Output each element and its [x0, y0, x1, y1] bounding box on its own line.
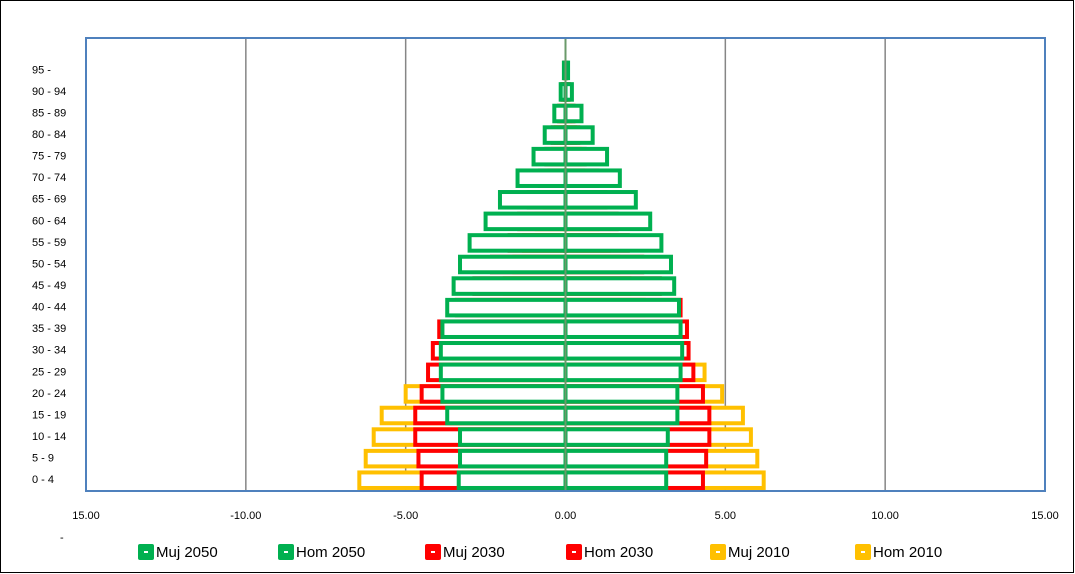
bar — [483, 211, 568, 232]
legend-swatch-mark — [572, 551, 576, 553]
bar — [563, 190, 638, 210]
bar — [563, 103, 584, 124]
y-tick-label: 30 - 34 — [32, 345, 66, 357]
x-tick-label: 15.00 — [72, 510, 100, 522]
x-tick-label: -5.00 — [393, 510, 418, 522]
legend-swatch-mark — [284, 551, 288, 553]
x-tick-label: -10.00 — [230, 510, 261, 522]
legend-label: Muj 2050 — [156, 544, 218, 561]
y-tick-label: 90 - 94 — [32, 86, 66, 98]
y-tick-label: 55 - 59 — [32, 237, 66, 249]
legend-swatch-mark — [144, 551, 148, 553]
legend-swatch-mark — [716, 551, 720, 553]
bar — [438, 362, 568, 383]
bar — [563, 254, 673, 275]
bar — [451, 276, 568, 296]
legend-label: Hom 2030 — [584, 544, 653, 561]
plot-border — [85, 37, 1046, 492]
legend-swatch-mark — [861, 551, 865, 553]
bar — [563, 405, 680, 426]
y-tick-label: 65 - 69 — [32, 194, 66, 206]
bar — [497, 190, 568, 210]
y-tick-label: 10 - 14 — [32, 431, 66, 443]
y-tick-label: 50 - 54 — [32, 258, 66, 270]
bar — [563, 211, 653, 232]
x-tick-label: 10.00 — [871, 510, 899, 522]
bar — [445, 297, 568, 318]
y-tick-label: 20 - 24 — [32, 388, 66, 400]
y-tick-label: 45 - 49 — [32, 280, 66, 292]
legend-label: Muj 2010 — [728, 544, 790, 561]
y-tick-label: 15 - 19 — [32, 409, 66, 421]
legend-label: Hom 2010 — [873, 544, 942, 561]
y-tick-label: 25 - 29 — [32, 366, 66, 378]
y-tick-label: 60 - 64 — [32, 215, 66, 227]
bar — [458, 254, 568, 275]
legend-label: Hom 2050 — [296, 544, 365, 561]
bar — [563, 362, 683, 383]
y-tick-label: 5 - 9 — [32, 453, 54, 465]
bar — [563, 384, 680, 404]
annotation: - — [60, 532, 64, 544]
bar — [563, 125, 595, 145]
x-tick-label: 5.00 — [715, 510, 736, 522]
bar — [531, 146, 568, 167]
bar — [456, 470, 568, 490]
bar — [563, 297, 681, 318]
bar — [438, 341, 568, 361]
bar — [563, 427, 670, 447]
bar — [542, 125, 568, 145]
bar — [515, 168, 568, 188]
bar — [563, 146, 610, 167]
y-tick-label: 80 - 84 — [32, 129, 66, 141]
bar — [563, 470, 669, 490]
bar — [563, 168, 622, 188]
y-tick-label: 35 - 39 — [32, 323, 66, 335]
y-tick-label: 0 - 4 — [32, 474, 54, 486]
bar — [458, 448, 568, 469]
bar — [563, 448, 669, 469]
bar — [440, 384, 568, 404]
bar — [445, 405, 568, 426]
bar — [563, 319, 683, 339]
y-tick-label: 95 - — [32, 64, 51, 76]
bar — [563, 233, 664, 253]
y-tick-label: 75 - 79 — [32, 151, 66, 163]
bar — [467, 233, 568, 253]
bar — [458, 427, 568, 447]
x-tick-label: 0.00 — [555, 510, 576, 522]
legend-swatch-mark — [431, 551, 435, 553]
y-tick-label: 85 - 89 — [32, 107, 66, 119]
y-tick-label: 40 - 44 — [32, 302, 66, 314]
bar — [440, 319, 568, 339]
x-tick-label: 15.00 — [1031, 510, 1059, 522]
legend-label: Muj 2030 — [443, 544, 505, 561]
bar — [563, 341, 685, 361]
bar — [563, 276, 677, 296]
y-tick-label: 70 - 74 — [32, 172, 66, 184]
